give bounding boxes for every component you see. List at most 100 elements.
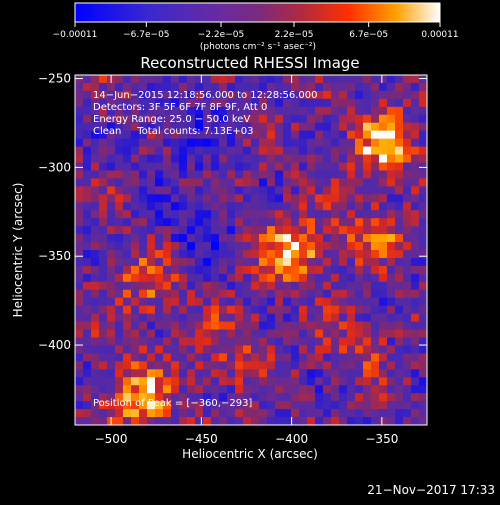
heatmap-cell <box>283 178 292 187</box>
heatmap-cell <box>75 122 84 132</box>
heatmap-cell <box>227 75 236 84</box>
heatmap-cell <box>139 242 148 251</box>
heatmap-cell <box>387 369 396 378</box>
heatmap-cell <box>211 393 220 402</box>
heatmap-cell <box>179 321 188 331</box>
heatmap-cell <box>419 90 427 100</box>
heatmap-cell <box>235 138 244 148</box>
heatmap-cell <box>107 202 116 211</box>
heatmap-cell <box>99 186 108 195</box>
heatmap-cell <box>219 170 228 179</box>
heatmap-cell <box>131 385 140 394</box>
heatmap-cell <box>211 417 220 425</box>
heatmap-cell <box>395 162 404 172</box>
heatmap-cell <box>203 329 212 339</box>
heatmap-cell <box>227 281 236 291</box>
heatmap-cell <box>283 377 292 386</box>
heatmap-cell <box>331 154 340 164</box>
heatmap-cell <box>371 385 380 394</box>
heatmap-cell <box>235 345 244 354</box>
heatmap-cell <box>243 345 252 354</box>
heatmap-cell <box>155 202 164 211</box>
heatmap-cell <box>291 337 300 347</box>
heatmap-cell <box>139 409 148 418</box>
heatmap-cell <box>331 106 340 116</box>
heatmap-cell <box>403 146 412 156</box>
heatmap-cell <box>227 138 236 148</box>
heatmap-cell <box>139 138 148 148</box>
heatmap-cell <box>403 98 412 108</box>
heatmap-cell <box>291 178 300 187</box>
heatmap-cell <box>195 130 204 140</box>
heatmap-cell <box>403 186 412 195</box>
heatmap-cell <box>379 114 388 124</box>
heatmap-cell <box>379 202 388 211</box>
heatmap-cell <box>291 146 300 156</box>
heatmap-cell <box>211 265 220 275</box>
heatmap-cell <box>139 82 148 92</box>
heatmap-cell <box>99 178 108 187</box>
heatmap-cell <box>371 130 380 140</box>
heatmap-cell <box>147 265 156 275</box>
heatmap-cell <box>363 170 372 179</box>
heatmap-cell <box>395 154 404 164</box>
heatmap-cell <box>363 265 372 275</box>
heatmap-cell <box>139 385 148 394</box>
heatmap-cell <box>275 345 284 354</box>
heatmap-cell <box>155 130 164 140</box>
heatmap-cells <box>75 75 427 425</box>
heatmap-cell <box>339 409 348 418</box>
colorbar-unit-label: (photons cm⁻² s⁻¹ asec⁻²) <box>200 42 316 52</box>
heatmap-cell <box>283 305 292 315</box>
heatmap-cell <box>411 154 420 164</box>
heatmap-cell <box>75 90 84 100</box>
heatmap-cell <box>139 130 148 140</box>
heatmap-cell <box>331 122 340 132</box>
heatmap-cell <box>363 178 372 187</box>
heatmap-cell <box>339 281 348 291</box>
heatmap-cell <box>75 242 84 251</box>
heatmap-cell <box>331 313 340 323</box>
heatmap-cell <box>203 202 212 211</box>
heatmap-cell <box>291 257 300 267</box>
heatmap-cell <box>347 297 356 307</box>
heatmap-cell <box>387 401 396 410</box>
heatmap-cell <box>91 138 100 148</box>
heatmap-cell <box>131 257 140 267</box>
heatmap-cell <box>163 345 172 354</box>
heatmap-cell <box>235 337 244 347</box>
heatmap-cell <box>139 369 148 378</box>
heatmap-cell <box>331 226 340 235</box>
heatmap-cell <box>283 329 292 339</box>
heatmap-cell <box>323 75 332 84</box>
heatmap-cell <box>91 385 100 394</box>
heatmap-cell <box>235 98 244 108</box>
heatmap-cell <box>291 154 300 164</box>
heatmap-cell <box>227 353 236 362</box>
heatmap-cell <box>75 313 84 323</box>
heatmap-cell <box>123 202 132 211</box>
heatmap-cell <box>187 202 196 211</box>
heatmap-cell <box>315 162 324 172</box>
heatmap-cell <box>331 75 340 84</box>
heatmap-cell <box>291 75 300 84</box>
heatmap-cell <box>315 210 324 219</box>
heatmap-cell <box>395 75 404 84</box>
heatmap-cell <box>219 281 228 291</box>
heatmap-cell <box>187 106 196 116</box>
heatmap-cell <box>379 98 388 108</box>
heatmap-cell <box>339 114 348 124</box>
heatmap-cell <box>131 329 140 339</box>
heatmap-cell <box>171 194 180 203</box>
heatmap-cell <box>251 265 260 275</box>
heatmap-cell <box>91 146 100 156</box>
heatmap-cell <box>371 146 380 156</box>
heatmap-cell <box>227 417 236 425</box>
heatmap-cell <box>163 114 172 124</box>
heatmap-cell <box>187 321 196 331</box>
heatmap-cell <box>267 250 276 259</box>
heatmap-cell <box>347 273 356 283</box>
heatmap-cell <box>243 75 252 84</box>
heatmap-cell <box>331 369 340 378</box>
heatmap-cell <box>187 305 196 315</box>
